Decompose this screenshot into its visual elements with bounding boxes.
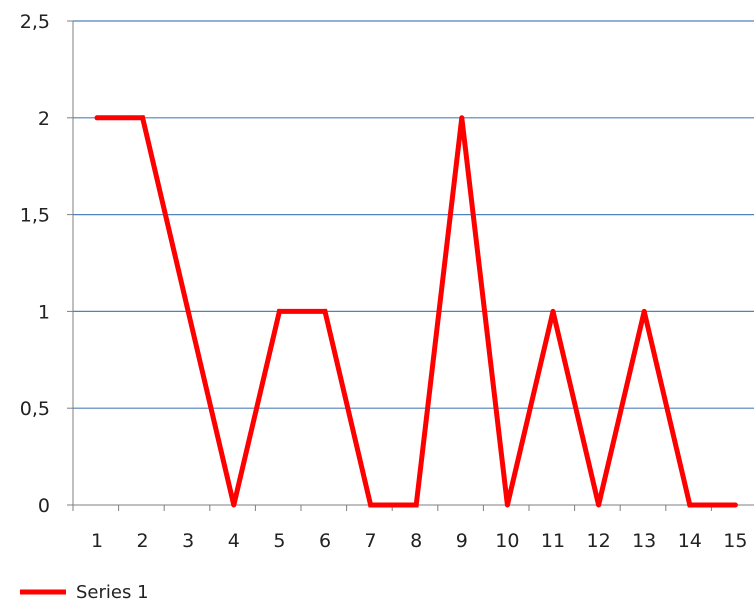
y-tick-label-4: 2 bbox=[38, 108, 50, 130]
y-tick-label-1: 0,5 bbox=[20, 398, 50, 420]
x-tick-label-13: 14 bbox=[678, 530, 702, 552]
data-point-1-1 bbox=[94, 115, 100, 121]
x-tick-label-12: 13 bbox=[632, 530, 656, 552]
x-tick-label-5: 6 bbox=[319, 530, 331, 552]
y-tick-label-3: 1,5 bbox=[20, 205, 50, 227]
y-axis-tick-labels: 0 0,5 1 1,5 2 2,5 bbox=[20, 11, 50, 517]
series-lines bbox=[94, 115, 738, 508]
x-tick-label-6: 7 bbox=[365, 530, 377, 552]
data-point-1-4 bbox=[231, 502, 237, 508]
data-point-1-8 bbox=[413, 502, 419, 508]
x-tick-label-11: 12 bbox=[587, 530, 611, 552]
data-point-1-3 bbox=[185, 308, 191, 314]
x-tick-label-3: 4 bbox=[228, 530, 240, 552]
x-tick-label-14: 15 bbox=[723, 530, 747, 552]
x-tick-label-0: 1 bbox=[91, 530, 103, 552]
data-point-1-6 bbox=[322, 308, 328, 314]
y-tick-label-5: 2,5 bbox=[20, 11, 50, 33]
x-tick-label-10: 11 bbox=[541, 530, 565, 552]
x-tick-label-4: 5 bbox=[273, 530, 285, 552]
data-point-1-10 bbox=[504, 502, 510, 508]
legend-label-series-1: Series 1 bbox=[76, 582, 149, 603]
data-point-1-7 bbox=[368, 502, 374, 508]
data-point-1-9 bbox=[459, 115, 465, 121]
x-tick-label-9: 10 bbox=[495, 530, 519, 552]
axes bbox=[67, 20, 754, 511]
x-axis-tick-labels: 1 2 3 4 5 6 7 8 9 10 11 12 13 14 15 bbox=[91, 530, 748, 552]
data-point-1-13 bbox=[641, 308, 647, 314]
data-point-1-12 bbox=[596, 502, 602, 508]
x-tick-label-8: 9 bbox=[456, 530, 468, 552]
x-tick-label-2: 3 bbox=[182, 530, 194, 552]
legend: Series 1 bbox=[20, 582, 149, 603]
data-point-1-11 bbox=[550, 308, 556, 314]
data-point-1-5 bbox=[276, 308, 282, 314]
y-tick-label-2: 1 bbox=[38, 301, 50, 323]
data-point-1-2 bbox=[140, 115, 146, 121]
x-tick-label-1: 2 bbox=[137, 530, 149, 552]
data-point-1-14 bbox=[687, 502, 693, 508]
y-tick-label-0: 0 bbox=[38, 495, 50, 517]
data-point-1-15 bbox=[732, 502, 738, 508]
x-tick-label-7: 8 bbox=[410, 530, 422, 552]
